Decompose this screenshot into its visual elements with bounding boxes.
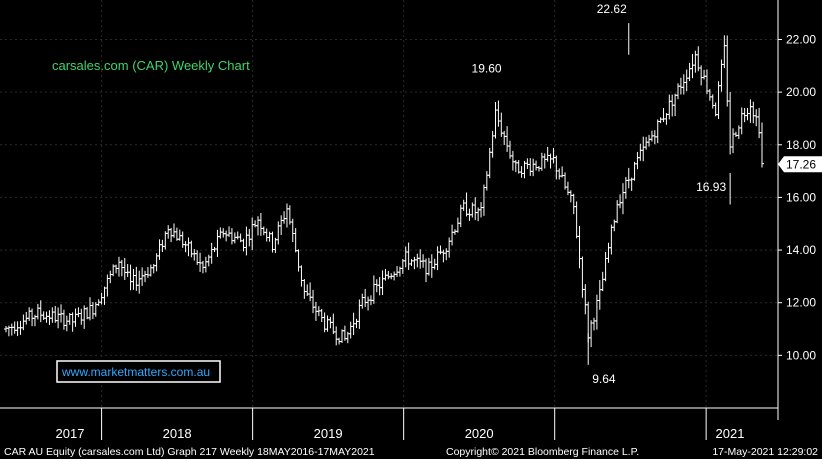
watermark-text: www.marketmatters.com.au	[61, 365, 210, 379]
y-tick-label: 20.00	[786, 85, 816, 99]
y-axis: 10.00 12.00 14.00 16.00 18.00 20.00 22.00 17.26	[777, 0, 822, 420]
y-tick-label: 10.00	[786, 348, 816, 362]
x-tick-label: 2020	[465, 426, 494, 441]
price-bars	[4, 23, 764, 365]
annotation-label: 22.62	[597, 2, 627, 16]
x-tick-label: 2017	[56, 426, 85, 441]
y-tick-label: 12.00	[786, 296, 816, 310]
y-tick-label: 22.00	[786, 32, 816, 46]
footer-bar	[0, 440, 822, 459]
annotation-label: 9.64	[592, 372, 616, 386]
annotations: 22.62 19.60 16.93 9.64	[472, 2, 727, 386]
x-tick-label: 2021	[716, 426, 745, 441]
x-tick-label: 2018	[163, 426, 192, 441]
last-price-label: 17.26	[786, 157, 816, 171]
chart-title: carsales.com (CAR) Weekly Chart	[52, 58, 250, 73]
grid	[0, 0, 778, 408]
y-tick-label: 18.00	[786, 138, 816, 152]
watermark-box	[56, 360, 221, 383]
y-tick-label: 16.00	[786, 190, 816, 204]
footer-left: CAR AU Equity (carsales.com Ltd) Graph 2…	[4, 446, 375, 458]
x-axis: 2017 2018 2019 2020 2021	[0, 407, 778, 441]
last-price-marker	[778, 156, 822, 173]
x-tick-label: 2019	[314, 426, 343, 441]
annotation-label: 19.60	[472, 62, 502, 76]
footer-center: Copyright© 2021 Bloomberg Finance L.P.	[446, 446, 639, 458]
y-tick-label: 14.00	[786, 243, 816, 257]
annotation-label: 16.93	[696, 180, 726, 194]
footer-right: 17-May-2021 12:29:02	[712, 446, 818, 458]
